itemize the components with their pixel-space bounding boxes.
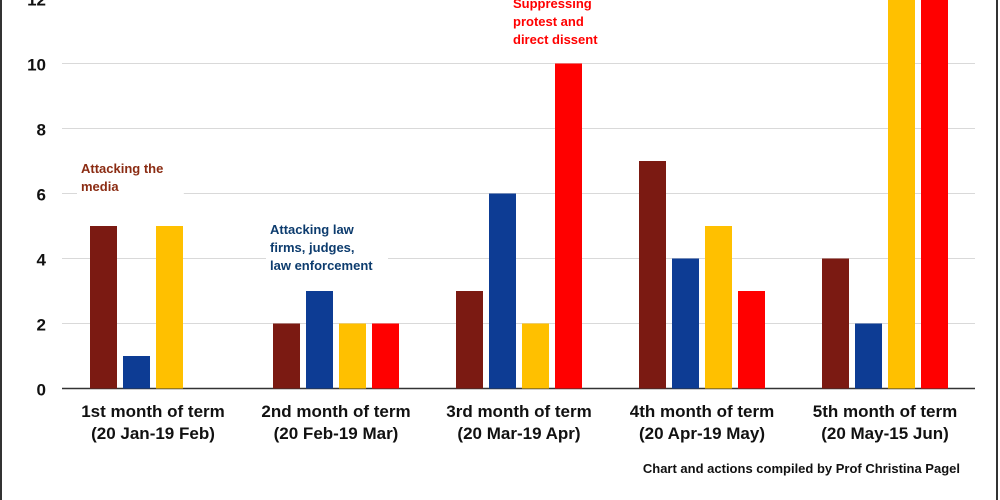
annotation-background [509, 0, 624, 53]
x-tick-label: (20 Jan-19 Feb) [91, 424, 215, 443]
bar [90, 226, 117, 389]
annotation-label: protest and [513, 14, 584, 29]
annotation-label: media [81, 179, 119, 194]
y-tick-label: 4 [37, 251, 47, 270]
bar [738, 291, 765, 389]
bar [339, 323, 366, 389]
x-tick-label: 4th month of term [630, 402, 775, 421]
annotation-label: direct dissent [513, 32, 598, 47]
annotation-background [77, 158, 184, 200]
bar [639, 161, 666, 389]
x-tick-label: 1st month of term [81, 402, 225, 421]
y-tick-label: 12 [27, 0, 46, 10]
bar [672, 258, 699, 389]
annotation-label: Attacking law [270, 222, 355, 237]
bar [705, 226, 732, 389]
bar [888, 0, 915, 389]
y-tick-label: 0 [37, 381, 46, 400]
bar [522, 323, 549, 389]
chart-credit: Chart and actions compiled by Prof Chris… [642, 461, 960, 476]
bar [555, 63, 582, 389]
x-tick-label: (20 Mar-19 Apr) [457, 424, 580, 443]
x-tick-label: 3rd month of term [446, 402, 591, 421]
annotation-label: firms, judges, [270, 240, 355, 255]
bar [273, 323, 300, 389]
x-tick-label: (20 May-15 Jun) [821, 424, 949, 443]
bar [123, 356, 150, 389]
bar [822, 258, 849, 389]
annotation-label: law enforcement [270, 258, 373, 273]
bar [456, 291, 483, 389]
x-category-labels: 1st month of term (20 Jan-19 Feb) 2nd mont… [81, 402, 957, 443]
x-tick-label: (20 Feb-19 Mar) [274, 424, 399, 443]
annotation-label: Attacking the [81, 161, 163, 176]
bar [306, 291, 333, 389]
y-tick-label: 10 [27, 56, 46, 75]
x-tick-label: 2nd month of term [261, 402, 410, 421]
annotation-label: Suppressing [513, 0, 592, 11]
bar [489, 193, 516, 389]
annotation-background [266, 219, 388, 279]
bar [921, 0, 948, 389]
annotations: Attacking the media Attacking law firms, ju… [77, 0, 624, 279]
y-tick-label: 8 [37, 121, 46, 140]
y-tick-labels: 0 2 4 6 8 10 12 [27, 0, 46, 400]
y-tick-label: 2 [37, 316, 46, 335]
y-tick-label: 6 [37, 186, 46, 205]
bar [372, 323, 399, 389]
x-tick-label: (20 Apr-19 May) [639, 424, 765, 443]
bar [156, 226, 183, 389]
bar [855, 323, 882, 389]
bars [90, 0, 948, 389]
x-tick-label: 5th month of term [813, 402, 958, 421]
